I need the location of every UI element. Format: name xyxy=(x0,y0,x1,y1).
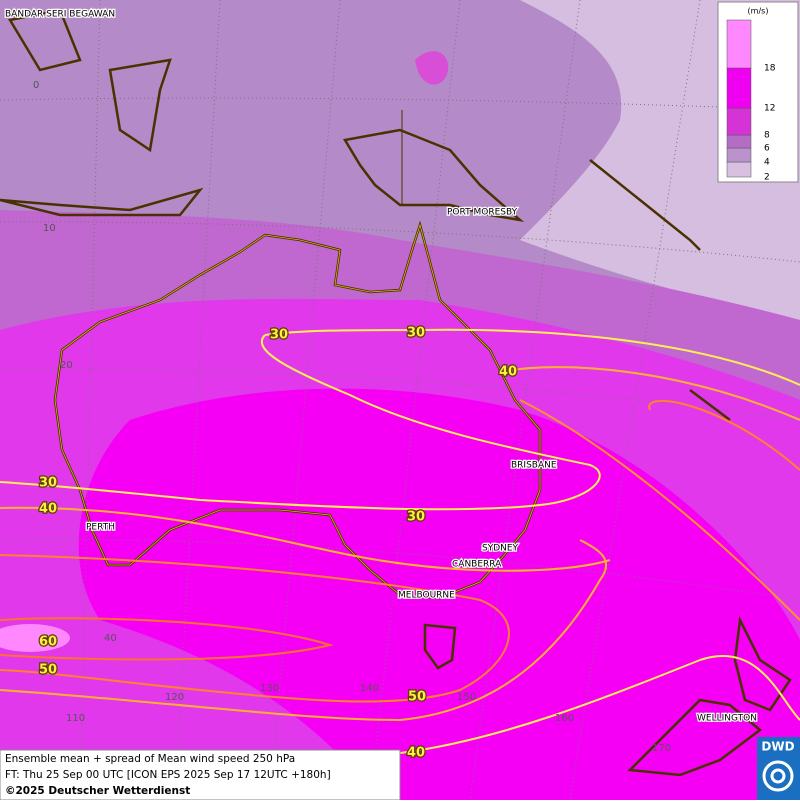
legend-swatch xyxy=(726,147,752,163)
logo-mark xyxy=(762,760,794,792)
contour-line xyxy=(0,334,601,511)
coast-solomons xyxy=(589,159,701,251)
contour-label: 30 xyxy=(39,476,57,491)
caption-line: ©2025 Deutscher Wetterdienst xyxy=(5,785,190,797)
longitude-label: 130 xyxy=(260,683,279,694)
contour-label: 40 xyxy=(499,365,517,380)
contour-line xyxy=(0,617,334,661)
place-label: WELLINGTON xyxy=(697,714,757,724)
place-label: MELBOURNE xyxy=(398,591,455,601)
coast-borneo xyxy=(8,8,82,72)
caption: Ensemble mean + spread of Mean wind spee… xyxy=(0,749,401,801)
caption-box xyxy=(0,749,401,801)
longitude-label: 150 xyxy=(457,692,476,703)
legend-tick-label: 2 xyxy=(764,173,770,183)
grid-line xyxy=(0,368,800,421)
contour-line xyxy=(0,554,510,703)
legend-swatch xyxy=(726,67,752,109)
shade-peak xyxy=(0,624,70,652)
logo-text: DWD xyxy=(761,740,794,754)
contour-line xyxy=(264,328,800,386)
latitude-label: 0 xyxy=(33,80,39,91)
legend-swatch xyxy=(726,19,752,69)
logo-mark xyxy=(770,768,786,784)
contour-line xyxy=(0,506,611,572)
legend-tick-label: 8 xyxy=(764,131,770,141)
contour-line xyxy=(0,539,607,722)
coast-sulawesi xyxy=(108,58,172,153)
coast-nz-north xyxy=(733,615,792,712)
contour-line xyxy=(519,399,800,621)
legend-swatch xyxy=(726,161,752,178)
coast-nz-south xyxy=(627,698,763,777)
legend-swatch xyxy=(726,134,752,149)
contour-label: 50 xyxy=(408,690,426,705)
longitude-label: 120 xyxy=(165,692,184,703)
latitude-label: 10 xyxy=(43,223,56,234)
legend: (m/s) 2 4 6 8 12 18 xyxy=(717,1,799,183)
shade-max xyxy=(78,388,800,800)
longitude-label: 110 xyxy=(66,713,85,724)
legend-tick-label: 4 xyxy=(764,158,770,168)
longitude-label: 160 xyxy=(555,713,574,724)
legend-swatch xyxy=(726,107,752,136)
coast-new-guinea xyxy=(342,128,525,222)
grid-line xyxy=(469,0,581,801)
coast-islands xyxy=(0,187,204,217)
latitude-label: 40 xyxy=(104,633,117,644)
place-label: PORT MORESBY xyxy=(447,208,518,218)
place-label: BRISBANE xyxy=(511,461,557,471)
grid-line xyxy=(0,538,800,601)
legend-items: 2 4 6 8 12 18 xyxy=(726,19,776,183)
grid-line xyxy=(79,0,101,801)
place-label: PERTH xyxy=(86,523,115,533)
contour-line xyxy=(648,399,800,471)
labels: BANDAR SERI BEGAWAN PORT MORESBY BRISBANE P… xyxy=(4,8,758,762)
logo: DWD xyxy=(757,737,800,800)
contours xyxy=(0,328,800,754)
longitude-label: 140 xyxy=(360,683,379,694)
grid-line xyxy=(0,97,800,111)
grid-line xyxy=(174,0,221,801)
contour-line xyxy=(399,655,800,754)
coast-new-caledonia xyxy=(689,389,731,421)
contour-label: 40 xyxy=(407,746,425,761)
legend-tick-label: 12 xyxy=(764,104,775,114)
grid-line xyxy=(0,221,800,263)
longitude-label: 170 xyxy=(652,743,671,754)
contour-label: 30 xyxy=(407,510,425,525)
contour-line xyxy=(499,366,800,421)
place-label: CANBERRA xyxy=(452,560,502,570)
contour-label: 60 xyxy=(39,635,57,650)
legend-unit: (m/s) xyxy=(748,7,769,16)
contour-label: 50 xyxy=(39,663,57,678)
coast-tasmania xyxy=(423,623,457,670)
legend-tick-label: 18 xyxy=(764,64,776,74)
contour-label: 40 xyxy=(39,502,57,517)
latitude-label: 20 xyxy=(60,360,73,371)
shade-patch xyxy=(415,51,449,85)
coastlines xyxy=(0,8,792,777)
legend-tick-label: 6 xyxy=(764,144,770,154)
contour-label: 30 xyxy=(270,328,288,343)
coast-australia-inner xyxy=(54,223,541,599)
caption-line: Ensemble mean + spread of Mean wind spee… xyxy=(5,753,295,765)
contour-label: 30 xyxy=(407,326,425,341)
place-label: SYDNEY xyxy=(482,544,519,554)
place-label: BANDAR SERI BEGAWAN xyxy=(5,10,115,20)
caption-line: FT: Thu 25 Sep 00 UTC [ICON EPS 2025 Sep… xyxy=(5,769,331,781)
